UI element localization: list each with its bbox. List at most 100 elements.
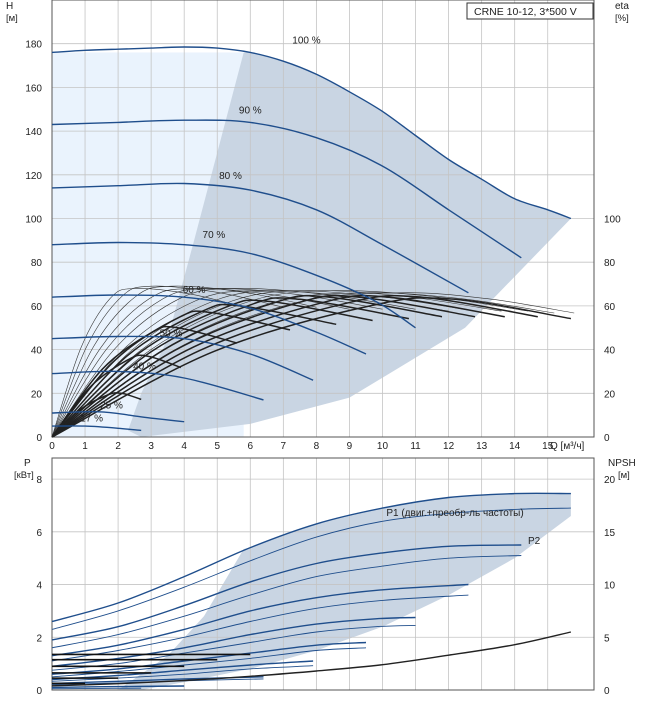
h-curve-label: 100 % (292, 36, 320, 47)
h-efficiency-bold-curve (51, 294, 505, 438)
p-power-curves (51, 492, 572, 690)
p-curve (51, 583, 469, 657)
h-y-tick-label: 60 (31, 302, 43, 313)
h-x-tick-label: 8 (314, 441, 320, 452)
p-y-tick-label: 6 (36, 528, 42, 539)
h-efficiency-thin-curve (51, 285, 284, 438)
h-x-tick-label: 3 (148, 441, 154, 452)
p-y2label: NPSH (608, 458, 636, 469)
p-region (118, 493, 571, 690)
p-ylabel: P (24, 458, 31, 469)
h-y2-tick-label: 40 (604, 346, 616, 357)
p-y-tick-label: 2 (36, 633, 42, 644)
h-y-tick-label: 160 (25, 83, 42, 94)
h-efficiency-thin-curve (51, 290, 528, 438)
p-curve (51, 555, 522, 649)
h-y-tick-label: 40 (31, 346, 43, 357)
h-efficiency-thin-curve (51, 288, 350, 438)
p-curve (51, 660, 314, 681)
h-curve-label: 17 % (80, 414, 103, 425)
p-curve (51, 492, 571, 623)
h-xlabel: Q [м³/ч] (550, 441, 585, 452)
h-x-tick-label: 6 (248, 441, 254, 452)
h-curve-label: 80 % (219, 171, 242, 182)
h-x-tick-label: 13 (476, 441, 488, 452)
h-curve-label: 90 % (239, 106, 262, 117)
p-curve (51, 665, 314, 682)
h-y-tick-label: 20 (31, 389, 43, 400)
h-x-tick-label: 1 (82, 441, 88, 452)
h-y-tick-label: 120 (25, 171, 42, 182)
h-y2-tick-label: 20 (604, 389, 616, 400)
p-y2-tick-label: 0 (604, 686, 610, 697)
h-efficiency-bold-curve (51, 297, 572, 438)
h-y-tick-label: 0 (36, 433, 42, 444)
h-x-tick-label: 14 (509, 441, 521, 452)
h-grid (51, 0, 595, 438)
h-ylabel: H (6, 1, 13, 12)
h-curve-25 (51, 411, 185, 423)
h-speed-curves (51, 46, 572, 432)
h-y2-tick-label: 60 (604, 302, 616, 313)
p-y2-tick-label: 15 (604, 528, 616, 539)
h-curve-70 (51, 241, 416, 329)
h-efficiency-bold-curve (51, 354, 182, 438)
p-curve (51, 544, 522, 641)
h-efficiency-thin-curve (51, 288, 251, 438)
h-frame (51, 0, 595, 438)
h-y2-tick-label: 80 (604, 258, 616, 269)
p-curve (51, 616, 416, 667)
h-curve-label: 60 % (183, 285, 206, 296)
h-x-tick-label: 4 (181, 441, 187, 452)
h-x-tick-label: 15 (542, 441, 554, 452)
p-yunit: [кВт] (14, 470, 34, 481)
h-x-tick-label: 2 (115, 441, 121, 452)
p-operating-region (118, 493, 571, 690)
h-y-tick-label: 140 (25, 127, 42, 138)
h-efficiency-curves (51, 285, 575, 438)
h-x-tick-label: 11 (410, 441, 421, 452)
h-curve-100 (51, 46, 572, 220)
h-x-tick-label: 10 (377, 441, 389, 452)
h-y-tick-label: 100 (25, 215, 42, 226)
p-curve (51, 507, 571, 630)
p-curve (51, 687, 142, 690)
p-y-tick-label: 0 (36, 686, 42, 697)
h-curve-60 (51, 294, 367, 355)
h-y2label: eta (615, 1, 629, 12)
p-y2-tick-label: 20 (604, 475, 616, 486)
p-curve (51, 624, 416, 671)
p-curve (51, 685, 185, 689)
h-curve-90 (51, 119, 522, 259)
p-frame (51, 457, 595, 691)
h-curve-50 (51, 335, 314, 381)
h-x-tick-label: 0 (49, 441, 55, 452)
h-curve-40 (51, 370, 264, 401)
h-y2-tick-label: 100 (604, 215, 621, 226)
p-curve (51, 641, 367, 675)
h-curve-label: 25 % (100, 401, 123, 412)
h-efficiency-bold-curve (51, 297, 410, 438)
title-box-text: CRNE 10-12, 3*500 V (474, 6, 577, 18)
h-curve-label: 40 % (133, 361, 156, 372)
p-y-tick-label: 8 (36, 475, 42, 486)
h-x-tick-label: 9 (347, 441, 353, 452)
p-y2-tick-label: 10 (604, 581, 616, 592)
h-x-tick-label: 12 (443, 441, 455, 452)
h-efficiency-thin-curve (51, 285, 317, 438)
h-y-tick-label: 80 (31, 258, 43, 269)
title-box (466, 2, 594, 20)
p1-annotation: P1 (двиг.+преобр-ль частоты) (386, 507, 523, 519)
p-curve (51, 594, 469, 662)
h-y2unit: [%] (615, 13, 629, 24)
h-efficiency-bold-curve (51, 294, 538, 438)
h-y2-tick-label: 0 (604, 433, 610, 444)
h-curve-80 (51, 182, 469, 294)
h-x-tick-label: 5 (214, 441, 220, 452)
h-curve-17 (51, 425, 142, 432)
h-efficiency-bold-curve (51, 294, 476, 438)
h-curve-label: 50 % (160, 328, 183, 339)
h-efficiency-thin-curve (51, 290, 502, 438)
